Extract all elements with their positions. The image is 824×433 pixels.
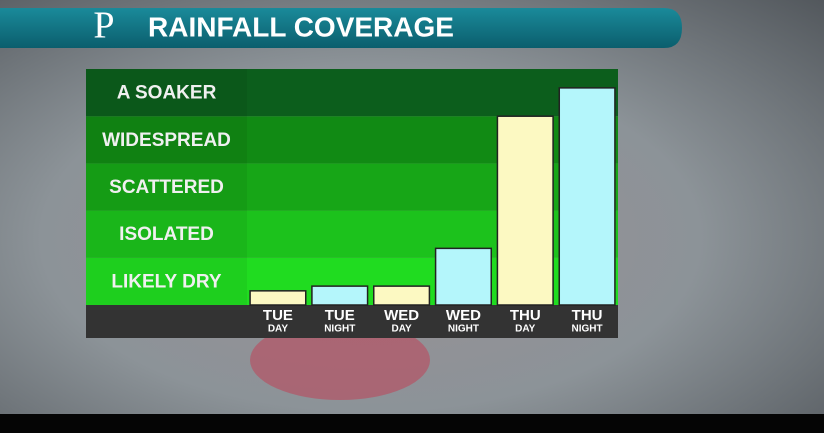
level-label: SCATTERED — [109, 177, 224, 198]
bar — [249, 290, 307, 306]
x-tick-sublabel: NIGHT — [572, 324, 603, 335]
x-tick-label: WED — [446, 307, 481, 324]
bar — [558, 87, 616, 306]
bar — [373, 285, 431, 306]
x-tick-sublabel: DAY — [268, 324, 289, 335]
x-tick-label: WED — [384, 307, 419, 324]
bottom-strip — [0, 414, 824, 433]
x-tick-sublabel: DAY — [515, 324, 536, 335]
bar — [311, 285, 369, 306]
chart-title: RAINFALL COVERAGE — [148, 11, 454, 42]
bar — [434, 247, 492, 306]
bar — [496, 115, 554, 306]
x-tick-sublabel: NIGHT — [324, 324, 355, 335]
level-label: LIKELY DRY — [111, 271, 221, 292]
brand-logo: P — [93, 5, 114, 47]
x-tick-label: TUE — [325, 307, 355, 324]
level-label: WIDESPREAD — [102, 130, 231, 151]
x-tick-label: THU — [510, 307, 541, 324]
level-label: ISOLATED — [119, 224, 214, 245]
level-label: A SOAKER — [117, 83, 217, 104]
blur-light — [250, 320, 430, 400]
x-tick-label: TUE — [263, 307, 293, 324]
level-band — [86, 69, 618, 117]
x-tick-sublabel: DAY — [391, 324, 412, 335]
label-column-shade — [86, 69, 247, 305]
x-tick-label: THU — [572, 307, 603, 324]
category-row — [86, 305, 618, 338]
x-tick-sublabel: NIGHT — [448, 324, 479, 335]
title-banner — [0, 8, 682, 48]
